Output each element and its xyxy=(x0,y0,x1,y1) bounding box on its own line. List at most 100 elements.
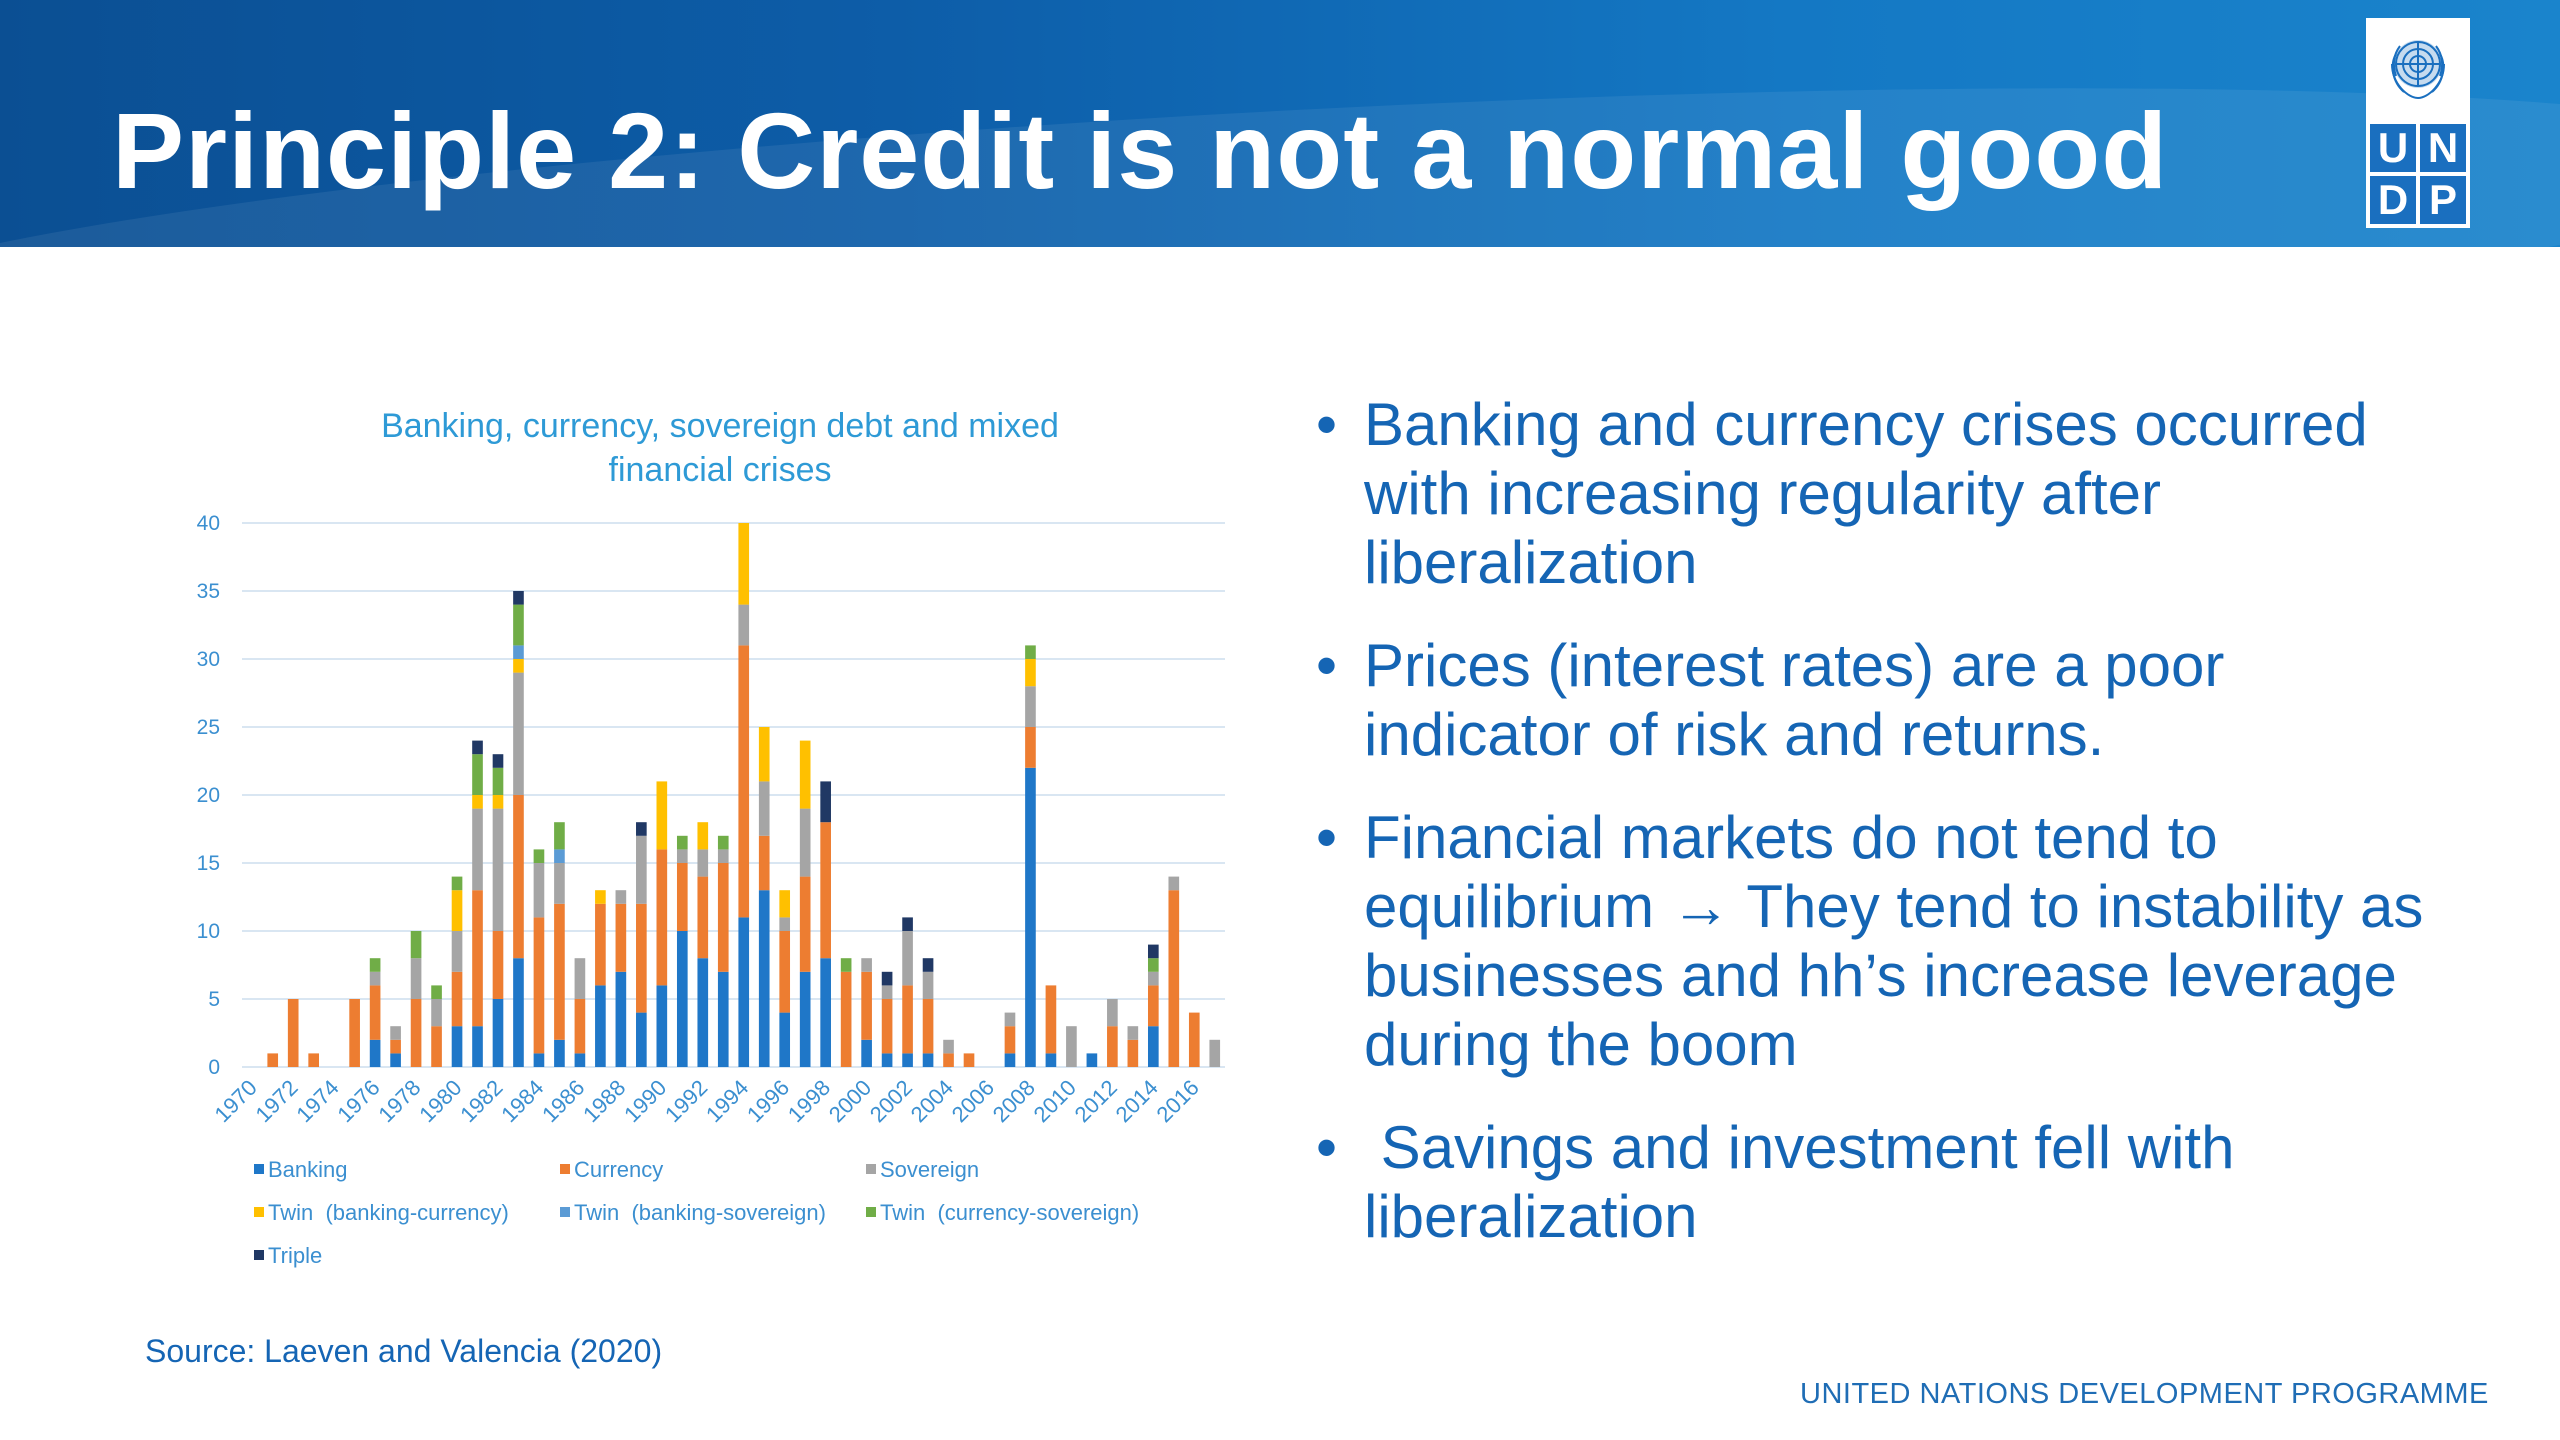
x-tick-label: 2000 xyxy=(824,1075,876,1127)
bar-segment xyxy=(533,917,545,1054)
bar-segment xyxy=(1209,1039,1221,1067)
bar-segment xyxy=(861,1039,872,1067)
bar-segment xyxy=(492,795,504,809)
bar-segment xyxy=(574,999,586,1054)
bullet-symbol: • xyxy=(1316,632,1338,699)
bar-segment xyxy=(451,890,463,931)
bar-segment xyxy=(922,1053,934,1067)
bar-segment xyxy=(1147,944,1159,959)
bar-segment xyxy=(636,903,647,1013)
bar-segment xyxy=(902,931,913,986)
un-emblem-icon xyxy=(2391,40,2445,100)
bar-segment xyxy=(451,1026,463,1067)
bar-segment xyxy=(697,849,709,877)
bar-segment xyxy=(513,672,524,795)
legend-swatch xyxy=(560,1164,570,1174)
bar-segment xyxy=(369,1039,381,1067)
bar-segment xyxy=(615,903,627,972)
bar-segment xyxy=(758,781,770,836)
bar-segment xyxy=(676,849,688,863)
bar-segment xyxy=(656,985,668,1067)
bar-segment xyxy=(369,971,381,986)
legend-label: Triple xyxy=(268,1243,322,1268)
bar-segment xyxy=(697,822,709,850)
bar-segment xyxy=(492,808,504,931)
x-tick-label: 2006 xyxy=(947,1075,999,1127)
bar-segment xyxy=(636,835,647,904)
bar-segment xyxy=(676,931,688,1067)
bar-segment xyxy=(472,890,483,1027)
bar-segment xyxy=(902,1053,913,1067)
legend-label: Banking xyxy=(268,1157,348,1182)
bar-segment xyxy=(1188,1012,1200,1067)
bar-segment xyxy=(431,999,442,1027)
bar-segment xyxy=(1004,1012,1016,1027)
logo-letter: P xyxy=(2420,176,2466,224)
footer-text: UNITED NATIONS DEVELOPMENT PROGRAMME xyxy=(1800,1378,2489,1410)
bar-segment xyxy=(1147,985,1159,1027)
bar-segment xyxy=(595,985,606,1067)
bar-segment xyxy=(554,822,565,850)
legend-label: Currency xyxy=(574,1157,663,1182)
x-tick-label: 1980 xyxy=(414,1075,466,1127)
bar-segment xyxy=(799,740,811,809)
bar-segment xyxy=(758,835,770,891)
x-tick-label: 2016 xyxy=(1152,1075,1204,1127)
bar-segment xyxy=(533,849,545,863)
bar-segment xyxy=(410,931,422,959)
bar-segment xyxy=(963,1053,975,1067)
bar-segment xyxy=(267,1053,279,1067)
bar-segment xyxy=(615,890,627,904)
bar-segment xyxy=(717,863,729,972)
bar-segment xyxy=(902,917,913,931)
bar-segment xyxy=(779,917,791,931)
bar-segment xyxy=(676,835,688,850)
logo-letter: N xyxy=(2420,124,2466,172)
bar-segment xyxy=(861,971,872,1040)
legend-label: Sovereign xyxy=(880,1157,979,1182)
y-tick-label: 15 xyxy=(197,852,220,875)
bar-segment xyxy=(513,591,524,605)
legend-swatch xyxy=(866,1164,876,1174)
bullet-item: • Financial markets do not tend to equili… xyxy=(1316,803,2466,1079)
bar-segment xyxy=(472,1026,483,1067)
bar-segment xyxy=(1045,985,1057,1054)
bar-segment xyxy=(349,999,360,1067)
bar-segment xyxy=(1045,1053,1057,1067)
bar-segment xyxy=(390,1053,401,1067)
source-note: Source: Laeven and Valencia (2020) xyxy=(145,1333,663,1369)
x-tick-label: 1984 xyxy=(496,1075,548,1127)
bar-segment xyxy=(472,808,483,891)
bar-segment xyxy=(492,931,504,999)
bar-segment xyxy=(922,958,934,972)
bar-segment xyxy=(738,645,750,918)
bar-segment xyxy=(410,999,422,1067)
bar-segment xyxy=(799,876,811,972)
legend-swatch xyxy=(254,1164,264,1174)
chart-title-line: financial crises xyxy=(609,451,832,489)
bar-segment xyxy=(1025,645,1036,659)
y-tick-label: 10 xyxy=(197,920,220,943)
x-tick-label: 1986 xyxy=(537,1075,589,1127)
x-tick-label: 2008 xyxy=(988,1075,1040,1127)
bullet-item: • Prices (interest rates) are a poor indi… xyxy=(1316,631,2466,769)
undp-letter-grid: U N D P xyxy=(2370,124,2466,224)
x-tick-label: 1970 xyxy=(209,1075,261,1127)
bar-segment xyxy=(1004,1053,1016,1067)
bar-segment xyxy=(554,849,565,863)
bar-segment xyxy=(840,971,852,1067)
bar-segment xyxy=(820,822,831,959)
bar-segment xyxy=(697,958,709,1067)
x-tick-label: 2014 xyxy=(1111,1075,1163,1127)
bar-segment xyxy=(697,876,709,959)
bar-segment xyxy=(554,1039,565,1067)
bar-segment xyxy=(595,890,606,904)
legend-swatch xyxy=(254,1250,264,1260)
bar-segment xyxy=(308,1053,320,1067)
x-tick-label: 1982 xyxy=(455,1075,507,1127)
bar-segment xyxy=(820,781,831,823)
bar-segment xyxy=(369,958,381,972)
bar-segment xyxy=(861,958,872,972)
bullet-symbol: • xyxy=(1316,1114,1338,1181)
y-tick-label: 35 xyxy=(197,580,220,603)
